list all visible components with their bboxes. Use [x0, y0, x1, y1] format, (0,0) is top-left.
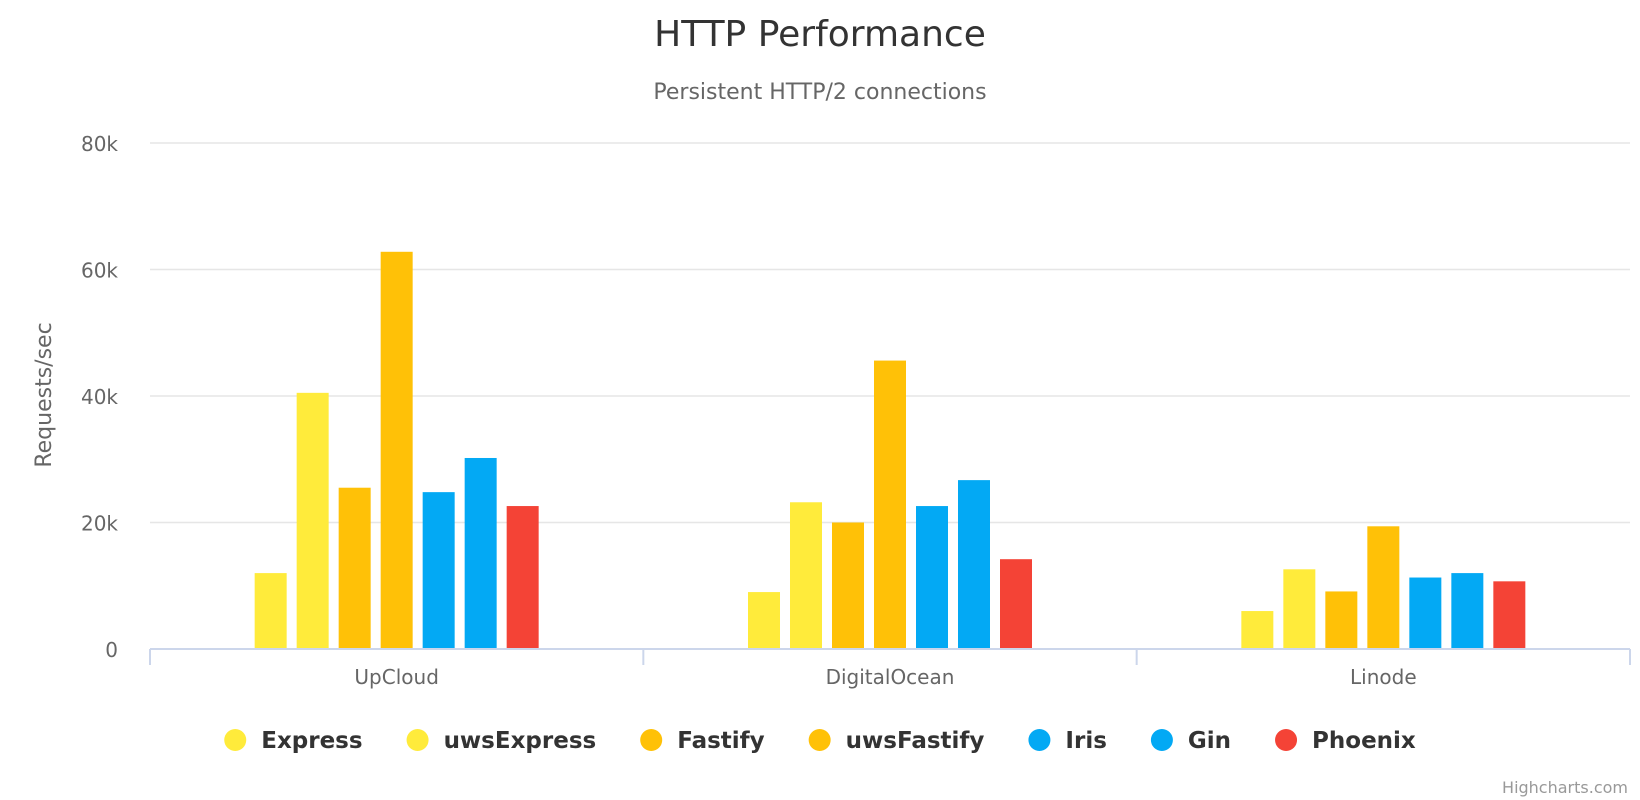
legend-item[interactable]: uwsFastify	[808, 728, 985, 754]
bar[interactable]	[380, 251, 413, 650]
legend-symbol	[1028, 729, 1051, 751]
bar[interactable]	[1325, 591, 1358, 649]
bar[interactable]	[1451, 573, 1484, 649]
bar[interactable]	[1409, 577, 1442, 649]
legend-label: Phoenix	[1312, 728, 1416, 754]
legend-item[interactable]: Iris	[1028, 728, 1107, 754]
legend-symbol	[1150, 729, 1173, 751]
y-axis-title: Requests/sec	[32, 322, 57, 467]
bar[interactable]	[1367, 526, 1400, 649]
bar[interactable]	[1493, 581, 1526, 649]
bar[interactable]	[338, 487, 371, 649]
credits-link[interactable]: Highcharts.com	[1502, 778, 1628, 797]
y-tick-label: 40k	[81, 385, 118, 409]
y-axis-ticks: 0 20k 40k 60k 80k	[81, 132, 118, 662]
y-tick-label: 60k	[81, 259, 118, 283]
x-tick-label: Linode	[1350, 665, 1417, 689]
legend-item[interactable]: Gin	[1150, 728, 1231, 754]
legend-label: Express	[261, 728, 362, 754]
legend-label: Iris	[1065, 728, 1106, 754]
bar[interactable]	[296, 392, 329, 649]
chart-subtitle: Persistent HTTP/2 connections	[653, 80, 986, 105]
legend-symbol	[640, 729, 663, 751]
bar[interactable]	[422, 492, 455, 649]
x-tick-label: DigitalOcean	[826, 665, 955, 689]
bar[interactable]	[790, 502, 822, 649]
legend: Express uwsExpress Fastify uwsFastify Iris Gi…	[224, 728, 1416, 754]
legend-label: Gin	[1188, 728, 1231, 754]
y-tick-label: 0	[105, 638, 118, 662]
bar[interactable]	[1000, 559, 1032, 649]
bar[interactable]	[506, 506, 539, 649]
x-axis: UpCloud DigitalOcean Linode	[149, 648, 1631, 689]
legend-item[interactable]: uwsExpress	[406, 728, 597, 754]
legend-label: uwsFastify	[846, 728, 985, 754]
bar[interactable]	[958, 480, 990, 649]
chart-title: HTTP Performance	[654, 14, 986, 55]
bar[interactable]	[748, 592, 780, 649]
bars	[254, 251, 1526, 650]
y-tick-label: 80k	[81, 132, 118, 156]
legend-item[interactable]: Phoenix	[1275, 728, 1416, 754]
bar[interactable]	[916, 506, 948, 649]
legend-item[interactable]: Express	[224, 728, 363, 754]
bar[interactable]	[254, 573, 287, 649]
bar[interactable]	[1241, 611, 1274, 649]
x-tick-label: UpCloud	[354, 665, 438, 689]
legend-symbol	[808, 729, 831, 751]
legend-symbol	[224, 729, 247, 751]
legend-item[interactable]: Fastify	[640, 728, 765, 754]
legend-symbol	[1275, 729, 1298, 751]
bar[interactable]	[832, 522, 864, 650]
bar[interactable]	[464, 457, 497, 649]
legend-label: Fastify	[677, 728, 764, 754]
bar[interactable]	[874, 360, 906, 649]
bar[interactable]	[1283, 569, 1316, 649]
legend-label: uwsExpress	[444, 728, 597, 754]
y-tick-label: 20k	[81, 512, 118, 536]
legend-symbol	[406, 729, 429, 751]
